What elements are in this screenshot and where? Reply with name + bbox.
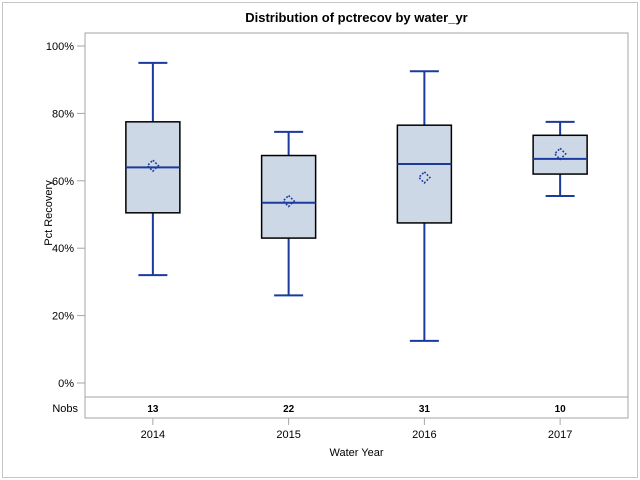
y-tick-label: 0%: [58, 378, 74, 390]
y-tick-label: 40%: [52, 243, 74, 255]
box-iqr: [396, 124, 453, 224]
x-tick-label: 2016: [412, 429, 436, 441]
nobs-value: 10: [555, 404, 567, 415]
nobs-row-label: Nobs: [52, 403, 78, 415]
chart-title: Distribution of pctrecov by water_yr: [245, 10, 468, 25]
plot-frame: [84, 32, 629, 419]
x-axis-title: Water Year: [329, 447, 384, 459]
y-tick-label: 100%: [46, 41, 74, 53]
box-iqr: [532, 134, 588, 175]
mean-marker: [146, 159, 160, 173]
nobs-value: 13: [147, 404, 159, 415]
x-tick-label: 2017: [548, 429, 572, 441]
mean-marker: [553, 147, 567, 161]
y-tick-label: 60%: [52, 176, 74, 188]
nobs-value: 22: [283, 404, 295, 415]
mean-marker: [281, 194, 296, 208]
mean-marker: [417, 170, 432, 185]
y-tick-label: 20%: [52, 311, 74, 323]
y-tick-label: 80%: [52, 108, 74, 120]
box-iqr: [260, 154, 317, 239]
x-tick-label: 2015: [276, 429, 300, 441]
x-tick-label: 2014: [141, 429, 165, 441]
nobs-value: 31: [419, 404, 431, 415]
